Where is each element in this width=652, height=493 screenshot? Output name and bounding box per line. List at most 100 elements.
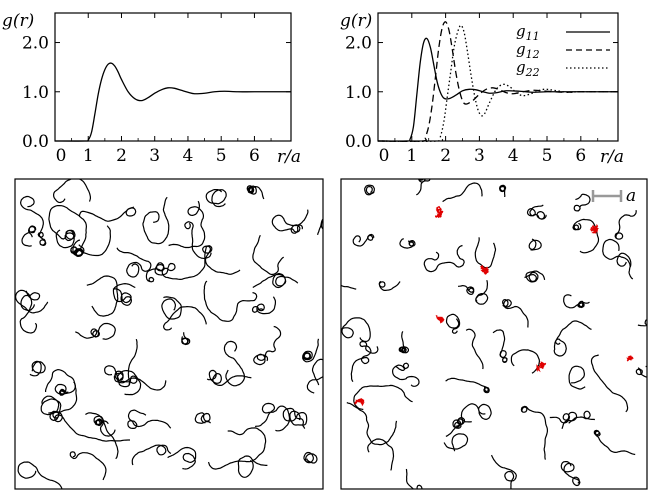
trajectory [499, 184, 507, 198]
trajectory [590, 354, 629, 413]
trajectory [168, 200, 206, 249]
trajectory [302, 338, 320, 363]
bottom-left-panel [14, 178, 324, 490]
trajectory [303, 451, 318, 464]
trajectory [492, 329, 508, 363]
red-trajectory [589, 223, 600, 234]
trajectory [510, 349, 540, 374]
trajectory [48, 205, 111, 257]
top-left-xtick-label: 4 [183, 146, 194, 166]
trajectory [475, 280, 489, 305]
scale-bar-label: a [626, 186, 636, 206]
trajectory [78, 206, 137, 222]
trajectory [528, 238, 542, 251]
trajectory [69, 451, 107, 481]
trajectory [20, 195, 47, 246]
trajectory [145, 245, 241, 283]
trajectory [21, 225, 37, 247]
top-right-series-g12 [377, 21, 619, 142]
trajectory [86, 275, 119, 317]
trajectory [116, 247, 152, 278]
top-left-xlabel: r/a [277, 147, 301, 167]
trajectory [252, 272, 299, 289]
trajectory [142, 196, 170, 245]
trajectory [392, 362, 420, 387]
top-left-ylabel: g(r) [2, 11, 34, 31]
top-right-series-g11 [377, 37, 618, 142]
top-right-panel: 0 1 2 3 4 5 6 0.0 1.0 2.0 g(r) r/a g11 g12 g22 [340, 11, 624, 167]
top-right-xtick-label: 0 [379, 146, 390, 166]
trajectory [353, 384, 413, 411]
top-left-xtick-label: 2 [116, 146, 127, 166]
trajectory [251, 296, 276, 315]
trajectory [524, 270, 546, 283]
trajectory [15, 289, 49, 334]
top-right-xtick-label: 2 [440, 146, 451, 166]
trajectory [405, 468, 423, 489]
trajectory [223, 340, 245, 387]
top-left-series-0 [54, 62, 291, 142]
trajectory [131, 444, 172, 466]
trajectory [445, 313, 461, 334]
trajectory [252, 234, 285, 276]
top-left-ytick-label: 0.0 [22, 132, 49, 152]
trajectory [341, 284, 357, 290]
trajectory [341, 317, 371, 343]
trajectory [237, 455, 268, 478]
trajectory [127, 409, 172, 429]
top-right-xtick-label: 5 [542, 146, 553, 166]
trajectory [75, 322, 116, 340]
top-right-ytick-label: 2.0 [345, 34, 372, 54]
trajectory [378, 280, 401, 291]
trajectory [206, 369, 252, 386]
legend: g11 g12 g22 [516, 22, 610, 79]
trajectory [306, 358, 323, 394]
trajectory [490, 454, 517, 489]
trajectory [442, 182, 483, 203]
trajectory [253, 325, 282, 366]
trajectory [184, 221, 212, 260]
trajectory [20, 290, 41, 311]
trajectory [460, 403, 492, 423]
trajectory [502, 298, 529, 328]
trajectory [194, 412, 212, 424]
top-left-panel: 0 1 2 3 4 5 6 0.0 1.0 2.0 g(r) r/a [2, 11, 301, 167]
trajectory [29, 360, 46, 377]
trajectory [246, 185, 265, 200]
legend-label-g22: g22 [516, 58, 540, 79]
trajectory [271, 209, 309, 234]
top-left-xtick-label: 3 [149, 146, 160, 166]
top-right-xtick-label: 3 [474, 146, 485, 166]
top-right-frame [377, 12, 619, 142]
top-right-xlabel: r/a [600, 147, 624, 167]
trajectory [40, 395, 130, 442]
trajectory [398, 331, 409, 354]
top-left-xtick-label: 1 [83, 146, 94, 166]
red-trajectory [479, 265, 490, 275]
trajectory [254, 402, 291, 432]
top-right-ytick-label: 0.0 [345, 132, 372, 152]
trajectory [167, 446, 197, 470]
top-left-xtick-label: 6 [249, 146, 260, 166]
trajectory [85, 412, 119, 460]
trajectory [443, 433, 469, 452]
trajectory [54, 381, 76, 396]
trajectory [207, 427, 267, 470]
red-trajectory [435, 205, 444, 219]
trajectory [593, 429, 636, 456]
top-left-frame [54, 12, 292, 142]
trajectory [635, 365, 647, 378]
red-trajectory [354, 397, 365, 407]
trajectory [350, 340, 379, 382]
trajectory [563, 294, 590, 309]
top-right-series-g22 [377, 24, 619, 143]
trajectory [116, 370, 167, 396]
trajectory [317, 218, 323, 236]
trajectory [445, 417, 466, 437]
top-right-xtick-label: 1 [406, 146, 417, 166]
trajectory [93, 415, 116, 437]
trajectory [465, 328, 484, 370]
trajectory [53, 179, 91, 204]
trajectory [205, 189, 227, 208]
